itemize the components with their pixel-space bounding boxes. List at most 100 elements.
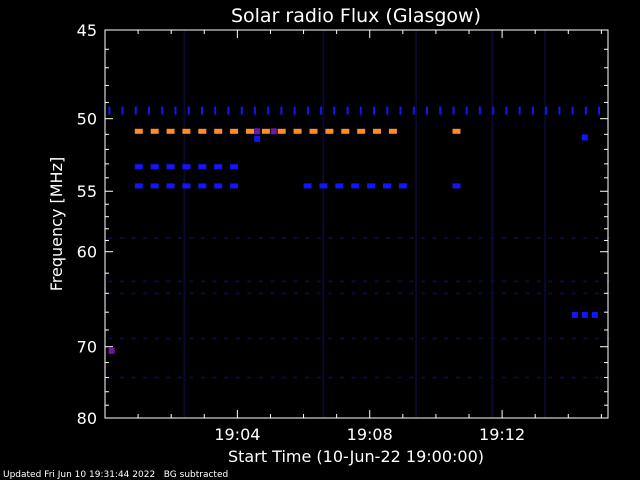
noise-row-mark — [270, 280, 275, 283]
noise-row-mark — [536, 237, 541, 240]
band-mark — [198, 183, 207, 189]
noise-row-mark — [525, 280, 530, 283]
noise-row-mark — [166, 280, 171, 283]
noise-row-mark — [235, 337, 240, 340]
noise-row-mark — [478, 292, 483, 295]
band-mark — [452, 128, 461, 134]
band-mark — [134, 106, 137, 115]
noise-row-mark — [235, 237, 240, 240]
noise-row-mark — [235, 376, 240, 379]
noise-row-mark — [108, 237, 113, 240]
noise-row-mark — [328, 376, 333, 379]
noise-row-mark — [536, 280, 541, 283]
band-mark — [367, 183, 376, 189]
noise-row-mark — [154, 280, 159, 283]
band-mark — [346, 106, 349, 115]
noise-row-mark — [270, 376, 275, 379]
noise-row-mark — [571, 292, 576, 295]
noise-row-mark — [444, 237, 449, 240]
noise-row-mark — [594, 376, 599, 379]
updated-text: Updated Fri Jun 10 19:31:44 2022 — [3, 470, 156, 480]
band-mark — [341, 128, 350, 134]
band-mark — [325, 128, 334, 134]
noise-row-mark — [258, 237, 263, 240]
noise-column — [415, 30, 418, 418]
signal-spot — [571, 311, 578, 318]
noise-row-mark — [235, 280, 240, 283]
noise-row-mark — [108, 376, 113, 379]
noise-row-mark — [282, 237, 286, 240]
noise-row-mark — [258, 280, 263, 283]
noise-row-mark — [513, 337, 518, 340]
noise-row-mark — [548, 237, 553, 240]
noise-row-mark — [258, 337, 263, 340]
noise-row-mark — [513, 376, 518, 379]
noise-row-mark — [363, 292, 368, 295]
noise-row-mark — [571, 376, 576, 379]
noise-row-mark — [108, 292, 113, 295]
noise-row-mark — [258, 376, 263, 379]
y-axis: 45 50 55 60 70 80 — [77, 21, 608, 428]
noise-row-mark — [502, 237, 507, 240]
noise-row-mark — [247, 237, 252, 240]
y-tick-label: 60 — [77, 243, 97, 262]
noise-row-mark — [525, 292, 530, 295]
band-mark — [121, 106, 124, 115]
band-mark — [150, 183, 159, 189]
band-mark — [230, 183, 239, 189]
noise-row-mark — [351, 280, 356, 283]
noise-row-mark — [478, 376, 483, 379]
noise-row-mark — [328, 280, 333, 283]
noise-row-mark — [201, 337, 205, 340]
noise-row-mark — [351, 376, 356, 379]
noise-row-mark — [467, 237, 472, 240]
noise-row-mark — [201, 292, 205, 295]
noise-row-mark — [397, 237, 402, 240]
noise-row-mark — [502, 376, 507, 379]
noise-row-mark — [363, 376, 368, 379]
band-mark — [187, 106, 190, 115]
band-mark — [439, 106, 442, 115]
noise-row-mark — [386, 280, 391, 283]
noise-column — [322, 30, 325, 418]
noise-row-mark — [282, 292, 286, 295]
noise-row-mark — [212, 280, 217, 283]
noise-row-mark — [316, 292, 321, 295]
noise-row-mark — [119, 337, 124, 340]
noise-row-mark — [351, 337, 356, 340]
noise-row-mark — [548, 292, 553, 295]
noise-row-mark — [166, 237, 171, 240]
band-mark — [426, 106, 428, 115]
noise-row-mark — [478, 237, 483, 240]
signal-spot — [581, 134, 588, 141]
noise-row-mark — [409, 337, 414, 340]
noise-row-mark — [513, 237, 518, 240]
noise-row-mark — [363, 237, 368, 240]
noise-row-mark — [270, 292, 275, 295]
band-mark — [452, 183, 461, 189]
band-mark — [309, 128, 318, 134]
y-tick-label: 55 — [77, 182, 97, 201]
noise-row-mark — [594, 237, 599, 240]
noise-row-mark — [583, 337, 588, 340]
noise-row-mark — [409, 292, 414, 295]
signal-spot — [254, 128, 261, 135]
signal-spot — [591, 311, 598, 318]
x-tick-label: 19:04 — [214, 425, 260, 444]
noise-row-mark — [548, 337, 553, 340]
y-tick-label: 45 — [77, 21, 97, 40]
noise-row-mark — [340, 280, 344, 283]
noise-row-mark — [212, 237, 217, 240]
noise-row-mark — [444, 337, 449, 340]
band-mark — [351, 183, 360, 189]
band-mark — [267, 106, 270, 115]
band-mark — [246, 128, 254, 134]
noise-row-mark — [316, 337, 321, 340]
band-mark — [558, 106, 561, 115]
noise-row-mark — [270, 337, 275, 340]
band-mark — [214, 128, 223, 134]
band-mark — [198, 164, 207, 170]
noise-row-mark — [328, 237, 333, 240]
x-tick-label: 19:08 — [347, 425, 393, 444]
noise-row-mark — [444, 292, 449, 295]
